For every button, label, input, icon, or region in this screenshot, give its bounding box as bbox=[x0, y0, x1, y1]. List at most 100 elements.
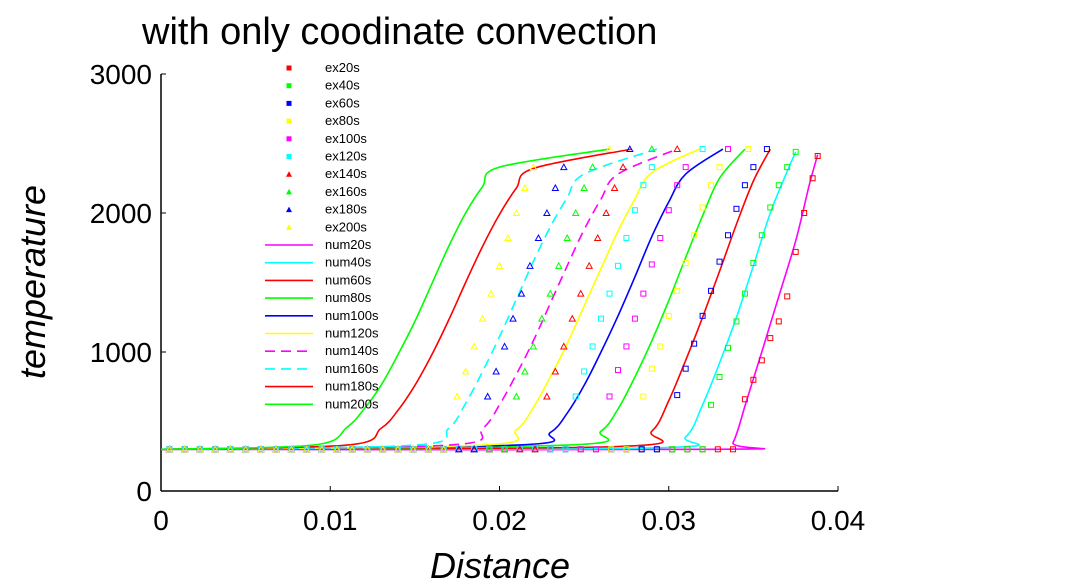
data-point-ex200s bbox=[439, 445, 448, 453]
data-point-ex60s bbox=[653, 446, 660, 453]
data-point-ex200s bbox=[333, 445, 341, 453]
legend-label: ex120s bbox=[325, 149, 367, 164]
data-point-ex180s bbox=[534, 233, 543, 242]
data-point-ex200s bbox=[165, 445, 174, 453]
series-line-num100s bbox=[160, 148, 724, 451]
data-point-ex160s bbox=[500, 445, 509, 453]
data-point-ex20s bbox=[714, 446, 721, 453]
data-point-ex140s bbox=[559, 342, 568, 350]
data-point-ex40s bbox=[724, 344, 731, 351]
data-point-ex80s bbox=[657, 343, 664, 350]
legend-label: num180s bbox=[325, 379, 379, 394]
y-axis-label: temperature bbox=[12, 185, 53, 379]
data-point-ex100s bbox=[640, 290, 647, 297]
data-point-ex20s bbox=[767, 335, 774, 342]
data-point-ex180s bbox=[543, 208, 551, 216]
data-point-ex60s bbox=[708, 287, 715, 294]
legend-label: ex80s bbox=[325, 113, 360, 128]
data-point-ex40s bbox=[784, 164, 791, 171]
series-line-num200s bbox=[160, 148, 610, 451]
data-point-ex200s bbox=[453, 392, 462, 400]
data-point-ex120s bbox=[623, 235, 630, 242]
y-tick-label: 1000 bbox=[90, 337, 152, 368]
data-point-ex120s bbox=[598, 315, 605, 322]
data-point-ex200s bbox=[605, 145, 614, 153]
legend-label: ex20s bbox=[325, 60, 360, 75]
axes: 0 0.01 0.02 0.03 0.04 0 1000 2000 3000 bbox=[90, 59, 866, 536]
data-point-ex40s bbox=[750, 260, 757, 267]
data-point-ex40s bbox=[699, 446, 706, 453]
data-point-ex120s bbox=[699, 146, 706, 153]
data-point-ex200s bbox=[512, 208, 521, 216]
series-line-num40s bbox=[160, 151, 797, 451]
data-point-ex180s bbox=[470, 445, 478, 453]
data-point-ex160s bbox=[580, 183, 588, 191]
data-point-ex200s bbox=[478, 314, 487, 322]
data-point-ex200s bbox=[211, 445, 220, 453]
data-point-ex160s bbox=[588, 163, 597, 171]
data-point-ex140s bbox=[515, 445, 524, 453]
data-point-ex160s bbox=[647, 145, 656, 153]
data-point-ex180s bbox=[559, 163, 568, 171]
series-line-num120s bbox=[160, 148, 700, 451]
data-point-ex20s bbox=[750, 376, 757, 383]
data-point-ex200s bbox=[287, 445, 296, 453]
legend-marker bbox=[286, 224, 292, 230]
data-point-ex160s bbox=[571, 208, 580, 216]
data-point-ex80s bbox=[708, 182, 715, 189]
data-point-ex100s bbox=[606, 393, 613, 400]
legend: ex20s ex40s ex60s ex80s ex100s ex120s ex140s ex… bbox=[265, 60, 379, 411]
data-point-ex180s bbox=[509, 314, 517, 322]
data-point-ex40s bbox=[669, 446, 676, 453]
legend-label: ex40s bbox=[325, 78, 360, 93]
data-point-ex20s bbox=[775, 318, 782, 325]
data-point-ex160s bbox=[512, 392, 521, 400]
legend-marker bbox=[286, 206, 292, 213]
series-line-num20s bbox=[160, 154, 819, 451]
legend-label: ex60s bbox=[325, 95, 360, 110]
data-point-ex60s bbox=[724, 232, 731, 239]
data-point-ex60s bbox=[733, 205, 740, 212]
data-point-ex120s bbox=[614, 262, 621, 269]
data-point-ex160s bbox=[485, 445, 494, 453]
data-point-ex20s bbox=[730, 446, 737, 453]
legend-marker bbox=[286, 83, 292, 89]
data-point-ex200s bbox=[302, 445, 311, 453]
series-line-num140s bbox=[160, 148, 678, 451]
legend-marker bbox=[286, 100, 292, 106]
data-point-ex200s bbox=[226, 445, 235, 453]
legend-label: num140s bbox=[325, 343, 379, 358]
data-point-ex80s bbox=[648, 365, 655, 372]
data-point-ex40s bbox=[741, 290, 748, 297]
data-point-ex200s bbox=[348, 445, 357, 453]
y-tick-label: 3000 bbox=[90, 59, 152, 90]
data-point-ex140s bbox=[568, 314, 577, 322]
data-point-ex40s bbox=[684, 446, 691, 453]
data-point-ex60s bbox=[699, 312, 706, 319]
data-point-ex180s bbox=[517, 289, 526, 297]
legend-label: num80s bbox=[325, 290, 372, 305]
data-point-ex120s bbox=[640, 182, 647, 189]
data-point-ex160s bbox=[546, 289, 555, 297]
data-point-ex80s bbox=[665, 312, 672, 319]
data-point-ex60s bbox=[763, 146, 770, 153]
data-point-ex100s bbox=[631, 315, 638, 322]
data-point-ex180s bbox=[500, 342, 509, 350]
data-point-ex60s bbox=[638, 446, 645, 453]
x-axis-label: Distance bbox=[430, 545, 570, 585]
data-point-ex100s bbox=[648, 261, 655, 268]
data-point-ex200s bbox=[378, 445, 387, 453]
data-point-ex200s bbox=[521, 183, 529, 191]
data-point-ex200s bbox=[461, 367, 470, 375]
data-point-ex100s bbox=[665, 207, 672, 214]
data-point-ex180s bbox=[625, 145, 634, 153]
legend-label: ex100s bbox=[325, 131, 367, 146]
data-point-ex20s bbox=[792, 248, 799, 255]
data-point-ex100s bbox=[724, 146, 731, 153]
legend-label: num40s bbox=[325, 255, 372, 270]
x-tick-label: 0.03 bbox=[642, 505, 697, 536]
data-point-ex120s bbox=[589, 343, 596, 350]
data-point-ex140s bbox=[673, 145, 682, 153]
data-point-ex80s bbox=[608, 446, 615, 453]
data-point-ex80s bbox=[674, 287, 681, 294]
